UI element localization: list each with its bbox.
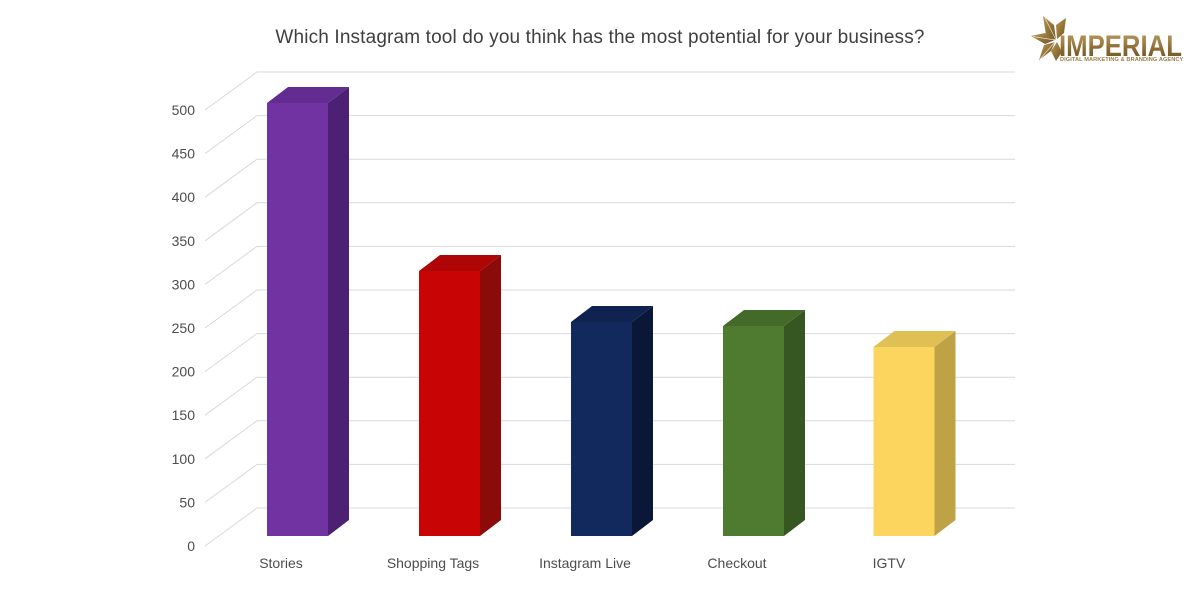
svg-text:200: 200 (172, 364, 196, 380)
svg-text:500: 500 (172, 102, 196, 118)
svg-text:Checkout: Checkout (707, 555, 766, 571)
svg-text:250: 250 (172, 320, 196, 336)
svg-text:350: 350 (172, 233, 196, 249)
svg-text:300: 300 (172, 276, 196, 292)
svg-text:IGTV: IGTV (873, 555, 906, 571)
svg-text:50: 50 (179, 494, 195, 510)
svg-text:150: 150 (172, 407, 196, 423)
svg-text:450: 450 (172, 146, 196, 162)
svg-text:Instagram Live: Instagram Live (539, 555, 631, 571)
svg-text:Shopping Tags: Shopping Tags (387, 555, 479, 571)
svg-text:400: 400 (172, 189, 196, 205)
svg-text:100: 100 (172, 451, 196, 467)
svg-text:0: 0 (187, 538, 195, 554)
svg-text:Stories: Stories (259, 555, 303, 571)
